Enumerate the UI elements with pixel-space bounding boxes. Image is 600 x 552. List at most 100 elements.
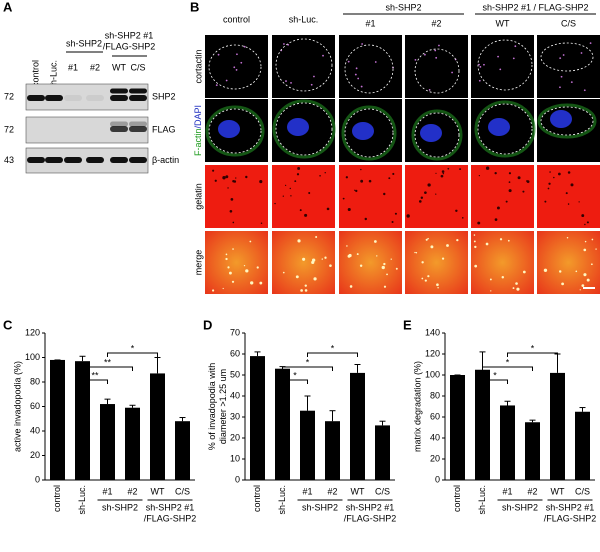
band — [110, 88, 128, 94]
puncta — [235, 69, 238, 71]
speck — [418, 200, 422, 203]
speck — [501, 275, 505, 279]
band — [86, 157, 104, 163]
speck — [567, 171, 571, 174]
speck — [289, 187, 291, 190]
speck — [304, 213, 308, 217]
band — [45, 95, 63, 101]
puncta — [347, 60, 350, 63]
rotated-label: control — [252, 485, 262, 512]
speck — [315, 235, 318, 238]
puncta — [285, 80, 287, 82]
speck — [376, 255, 378, 257]
speck — [447, 167, 450, 170]
speck — [427, 237, 429, 240]
speck — [294, 180, 297, 183]
cell-outline — [414, 112, 460, 158]
label: sh-SHP2 #1 — [146, 502, 195, 512]
puncta — [497, 55, 499, 58]
y-tick-label: 70 — [230, 327, 240, 337]
speck — [383, 262, 386, 266]
puncta — [240, 61, 243, 64]
puncta — [589, 42, 592, 44]
y-tick-label: 0 — [435, 474, 440, 484]
label: C/S — [130, 62, 145, 72]
speck — [394, 212, 397, 215]
label: * — [531, 343, 535, 353]
speck — [359, 264, 363, 267]
significance-bracket — [82, 379, 108, 384]
speck — [360, 179, 364, 183]
micrograph — [471, 231, 534, 294]
y-tick-label: 60 — [430, 411, 440, 421]
label: ** — [91, 370, 99, 380]
puncta — [354, 73, 357, 76]
speck — [515, 282, 518, 285]
bar — [175, 421, 190, 480]
rotated-label: control — [452, 485, 462, 512]
puncta — [570, 81, 573, 84]
bar — [550, 372, 565, 480]
speck — [581, 284, 585, 288]
significance-bracket — [482, 379, 508, 384]
bar — [525, 422, 540, 480]
puncta — [483, 63, 485, 66]
speck — [259, 180, 263, 184]
puncta — [215, 84, 218, 87]
micrograph — [339, 165, 402, 228]
band — [129, 88, 147, 94]
band-label: β-actin — [152, 155, 179, 165]
speck — [508, 189, 512, 193]
speck — [326, 207, 330, 211]
significance-bracket — [482, 366, 533, 371]
label: WT — [151, 486, 165, 496]
label: /FLAG-SHP2 — [144, 513, 197, 523]
label: * — [131, 343, 135, 353]
puncta — [434, 49, 437, 52]
speck — [595, 248, 597, 250]
significance-bracket — [82, 366, 133, 371]
speck — [553, 176, 555, 179]
speck — [485, 242, 489, 246]
speck — [477, 221, 481, 225]
speck — [435, 172, 437, 174]
y-tick-label: 20 — [430, 453, 440, 463]
speck — [348, 253, 352, 258]
speck — [544, 200, 547, 203]
band — [129, 121, 147, 127]
micrograph — [205, 165, 268, 228]
band — [45, 157, 63, 163]
speck — [245, 269, 249, 273]
label: * — [493, 370, 497, 380]
micrograph — [272, 231, 335, 294]
speck — [302, 257, 306, 261]
speck — [441, 170, 445, 173]
speck — [296, 173, 300, 176]
speck — [290, 195, 292, 197]
speck — [229, 271, 232, 275]
y-tick-label: 10 — [230, 453, 240, 463]
actin-edge — [537, 103, 597, 139]
speck — [435, 193, 437, 195]
label: sh-SHP2 — [385, 2, 421, 12]
label: ** — [104, 357, 112, 367]
band — [129, 157, 147, 163]
puncta — [310, 83, 313, 86]
speck — [222, 176, 226, 180]
speck — [420, 196, 424, 199]
speck — [342, 197, 345, 200]
speck — [437, 287, 439, 289]
speck — [386, 273, 388, 276]
label: C/S — [561, 18, 576, 28]
speck — [505, 200, 508, 203]
bar — [275, 368, 290, 480]
puncta — [514, 45, 517, 48]
speck — [354, 189, 356, 191]
bar — [50, 359, 65, 480]
label-part: F-actin — [193, 129, 203, 157]
speck — [548, 182, 551, 185]
speck — [583, 248, 587, 252]
micrograph — [537, 35, 600, 98]
speck — [478, 175, 480, 177]
